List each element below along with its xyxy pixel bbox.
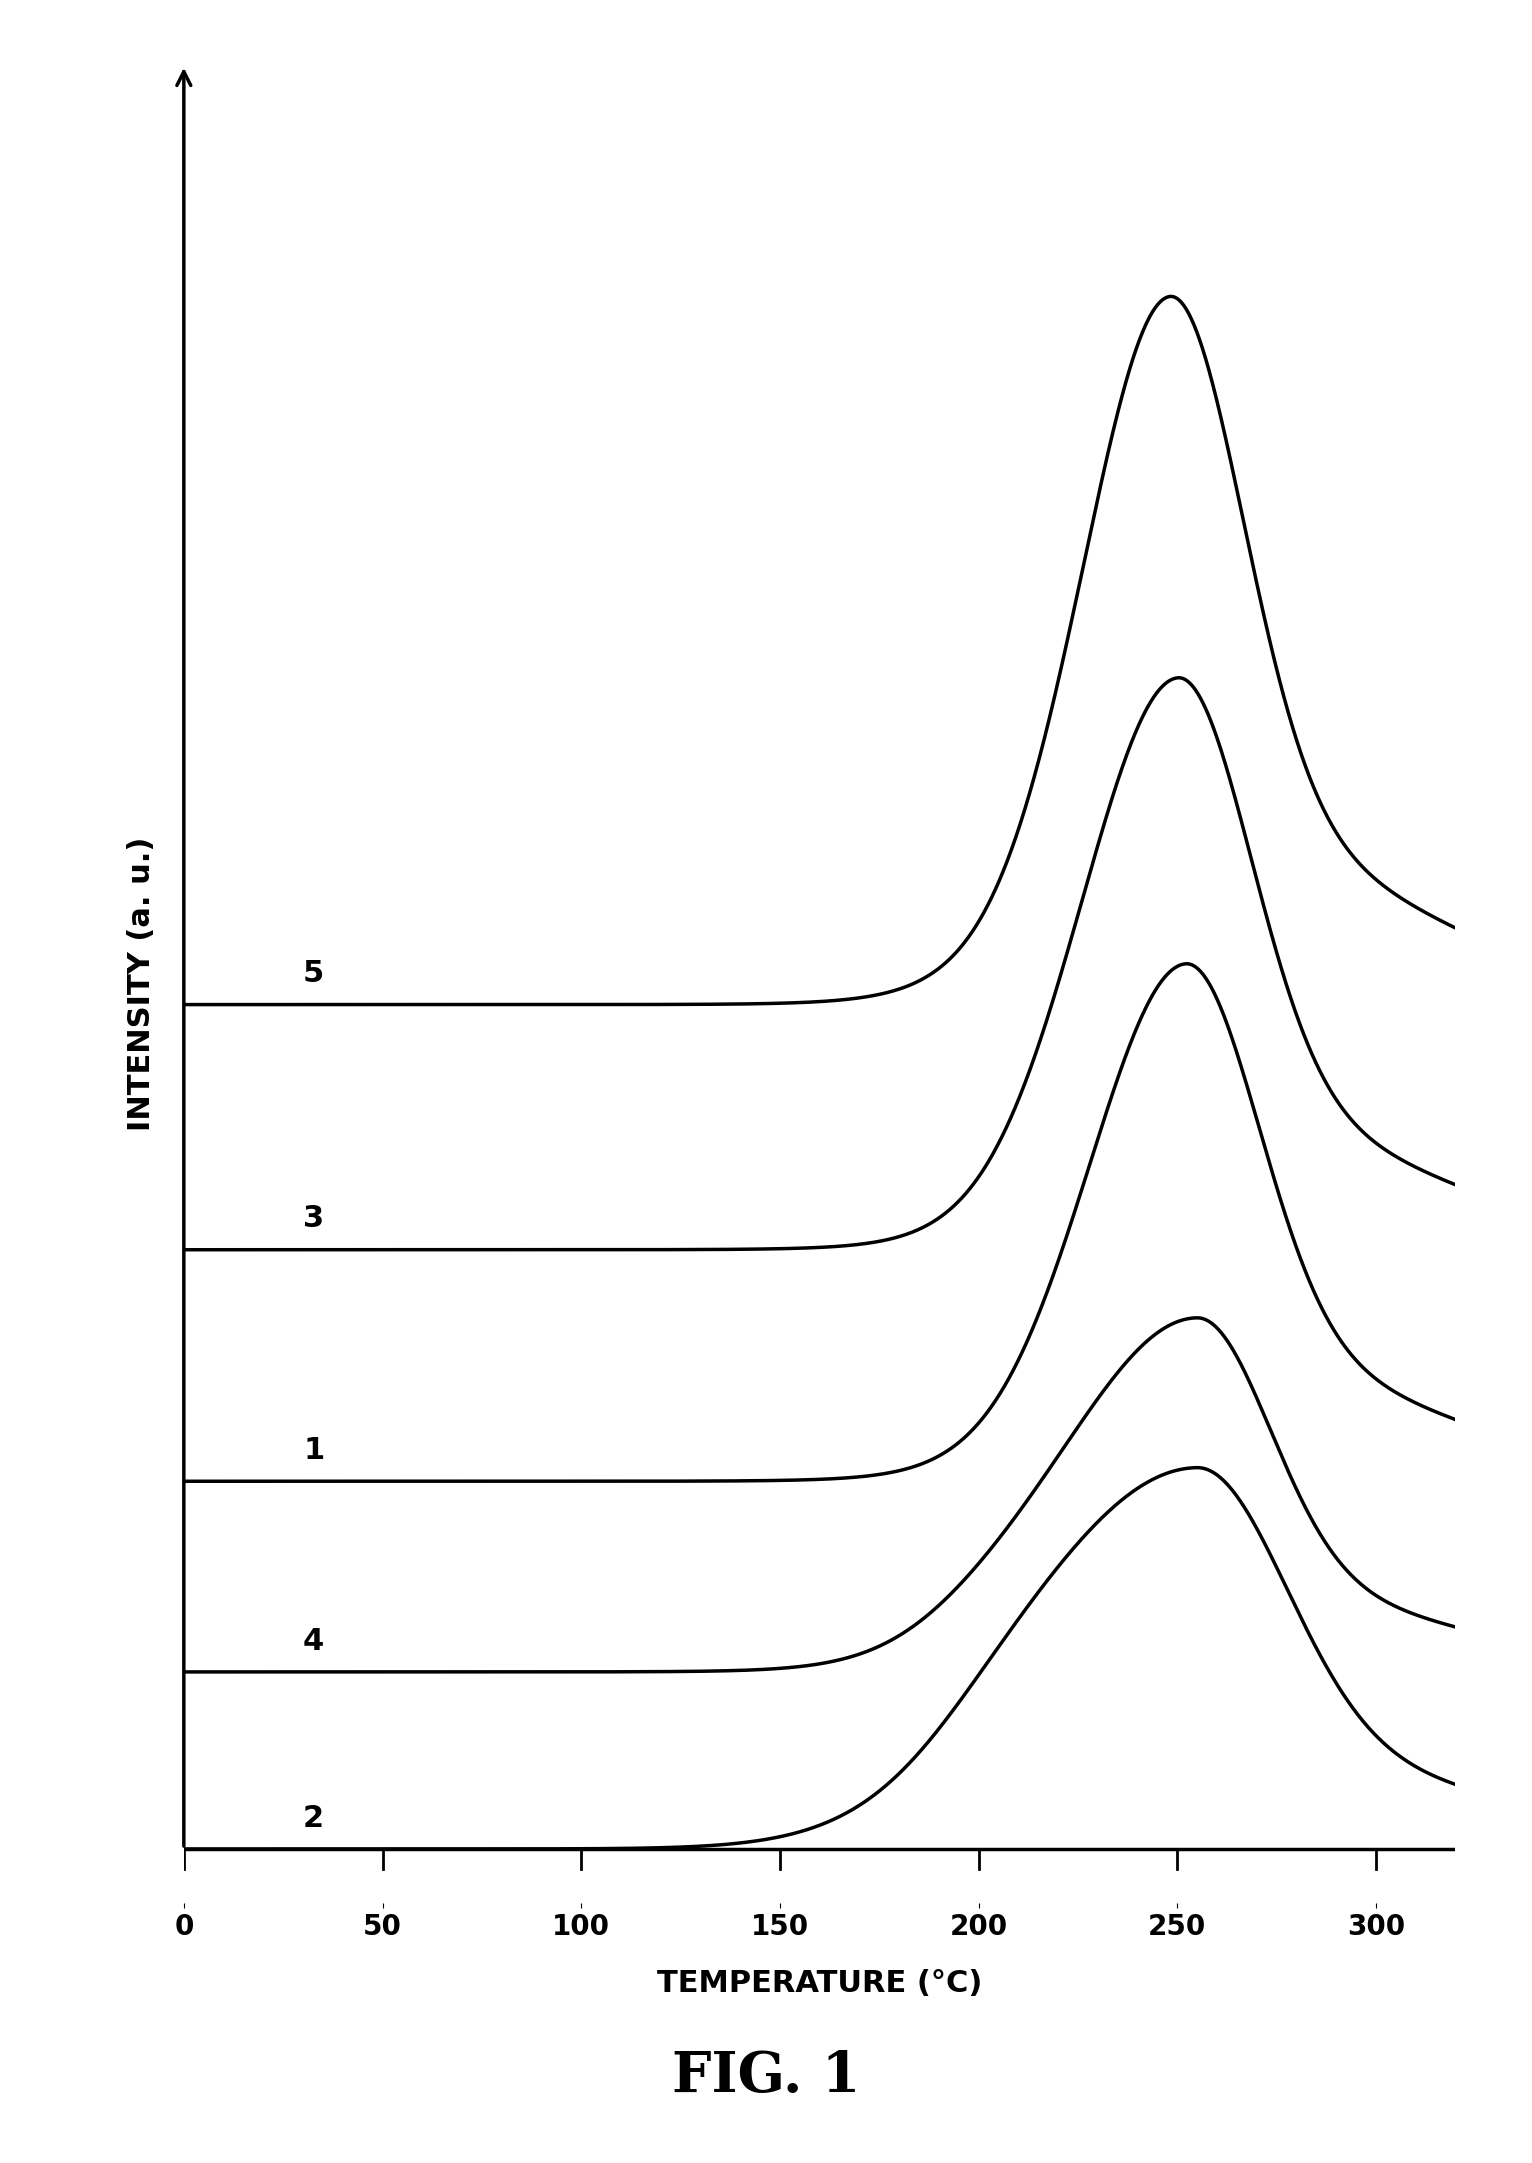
Text: 5: 5 (303, 958, 325, 988)
Y-axis label: INTENSITY (a. u.): INTENSITY (a. u.) (127, 837, 156, 1131)
Text: 1: 1 (303, 1436, 325, 1464)
Text: 2: 2 (303, 1804, 325, 1832)
Text: FIG. 1: FIG. 1 (673, 2048, 859, 2105)
Text: 4: 4 (303, 1627, 325, 1655)
Text: 3: 3 (303, 1205, 325, 1233)
X-axis label: TEMPERATURE (°C): TEMPERATURE (°C) (657, 1968, 982, 1999)
